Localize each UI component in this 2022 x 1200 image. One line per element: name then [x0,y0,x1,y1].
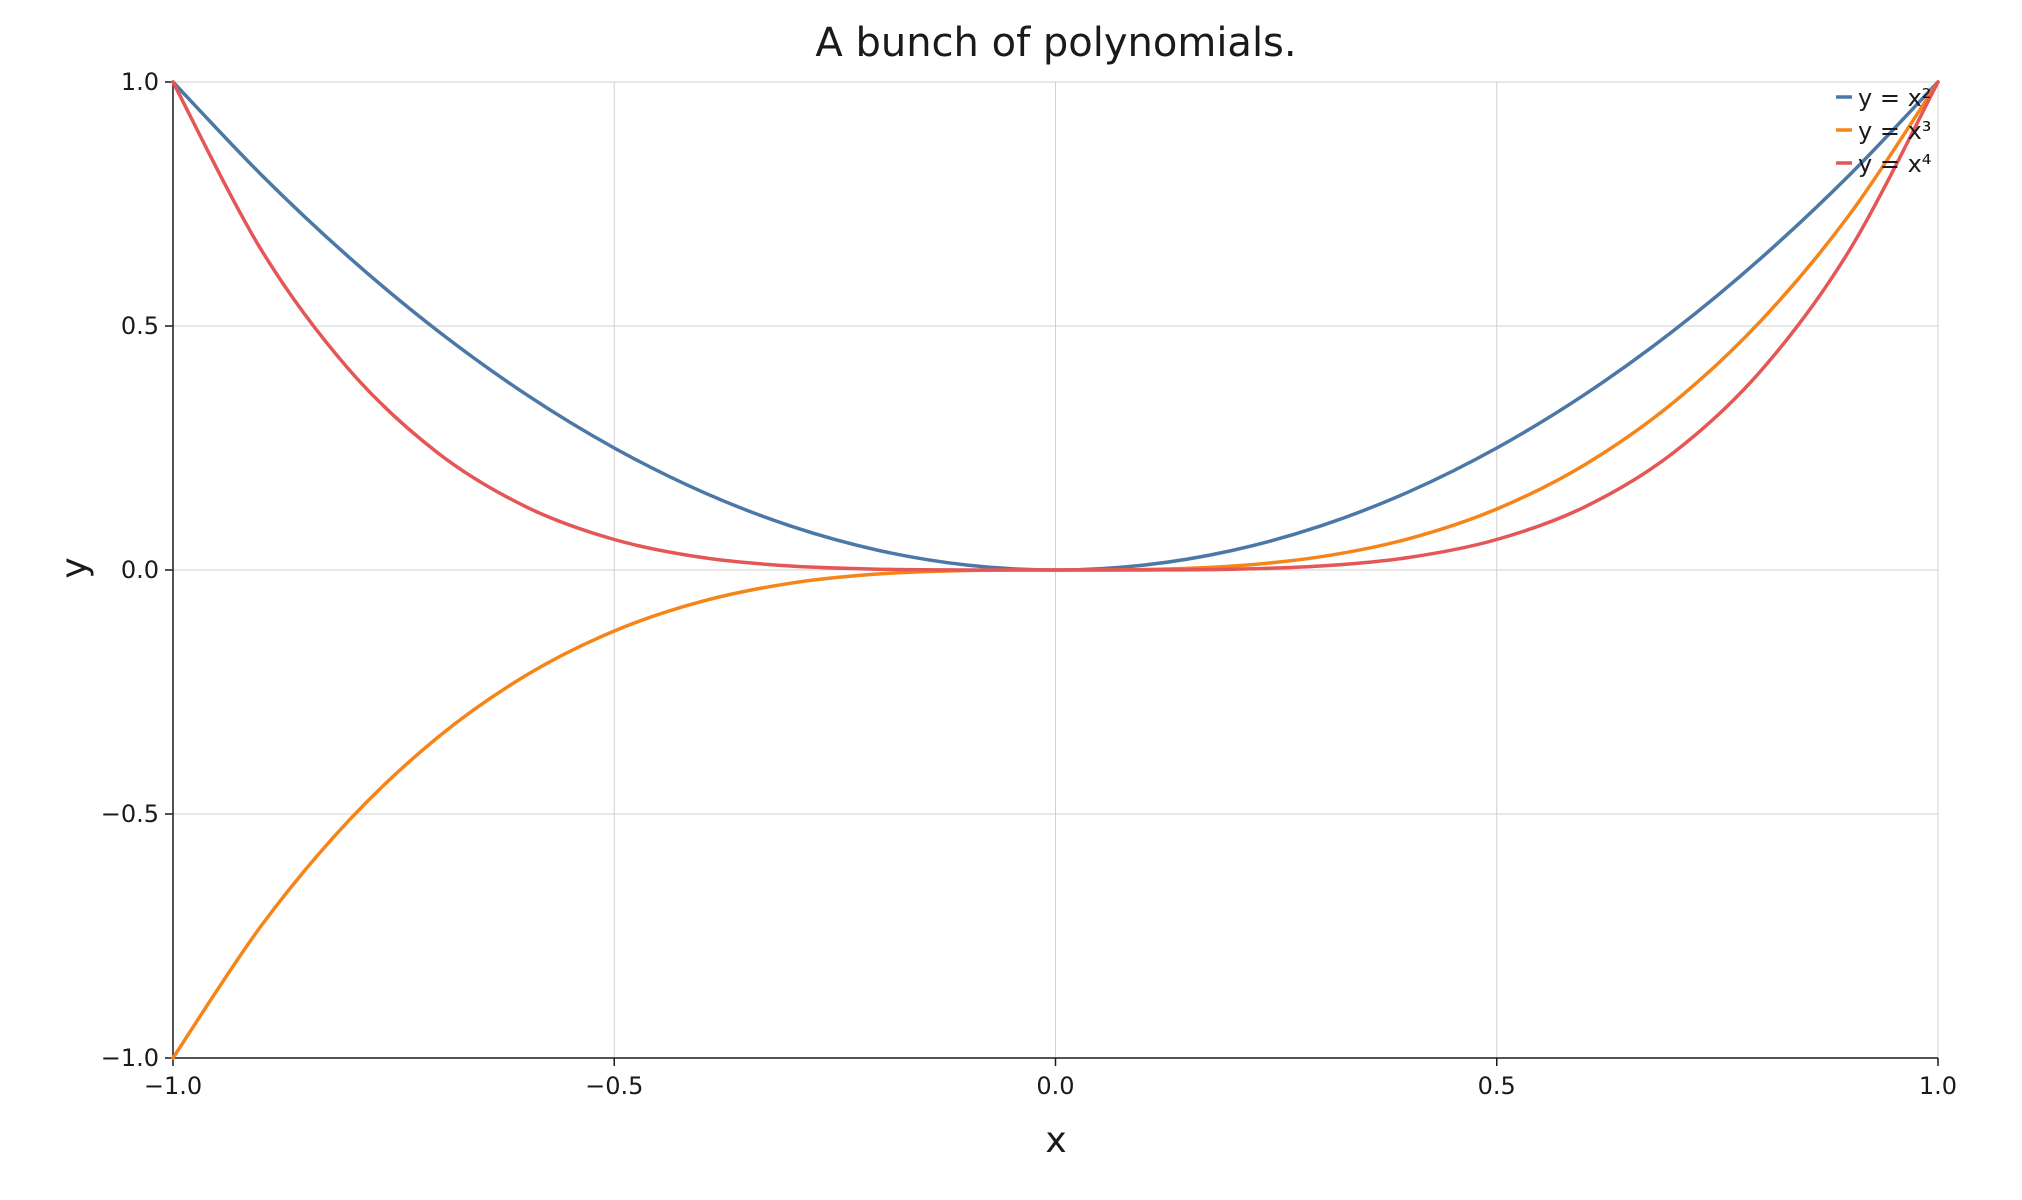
legend-item-x-fourth: y = x⁴ [1836,150,1931,178]
y-tick-label: −1.0 [101,1044,159,1072]
x-tick-label: −0.5 [585,1072,643,1100]
x-tick-label: −1.0 [144,1072,202,1100]
legend-item-x-cubed: y = x³ [1836,117,1931,145]
legend-item-x-squared: y = x² [1836,84,1931,112]
legend-label: y = x³ [1858,117,1931,145]
y-tick-label: −0.5 [101,800,159,828]
y-tick-label: 1.0 [121,68,159,96]
legend: y = x² y = x³ y = x⁴ [1836,84,1931,178]
y-axis-label: y [54,557,95,578]
y-tick-label: 0.5 [121,312,159,340]
x-tick-label: 0.5 [1478,1072,1516,1100]
legend-label: y = x⁴ [1858,150,1931,178]
series-x-fourth-line [171,80,1940,572]
legend-label: y = x² [1858,84,1931,112]
x-tick-label: 1.0 [1919,1072,1957,1100]
chart-title: A bunch of polynomials. [815,20,1296,66]
series-lines [171,80,1940,1060]
ticks: −1.0 −0.5 0.0 0.5 1.0 −1.0 −0.5 0.0 0.5 1.0 [101,68,1957,1100]
x-axis-label: x [1045,1120,1066,1161]
y-tick-label: 0.0 [121,556,159,584]
x-tick-label: 0.0 [1036,1072,1074,1100]
